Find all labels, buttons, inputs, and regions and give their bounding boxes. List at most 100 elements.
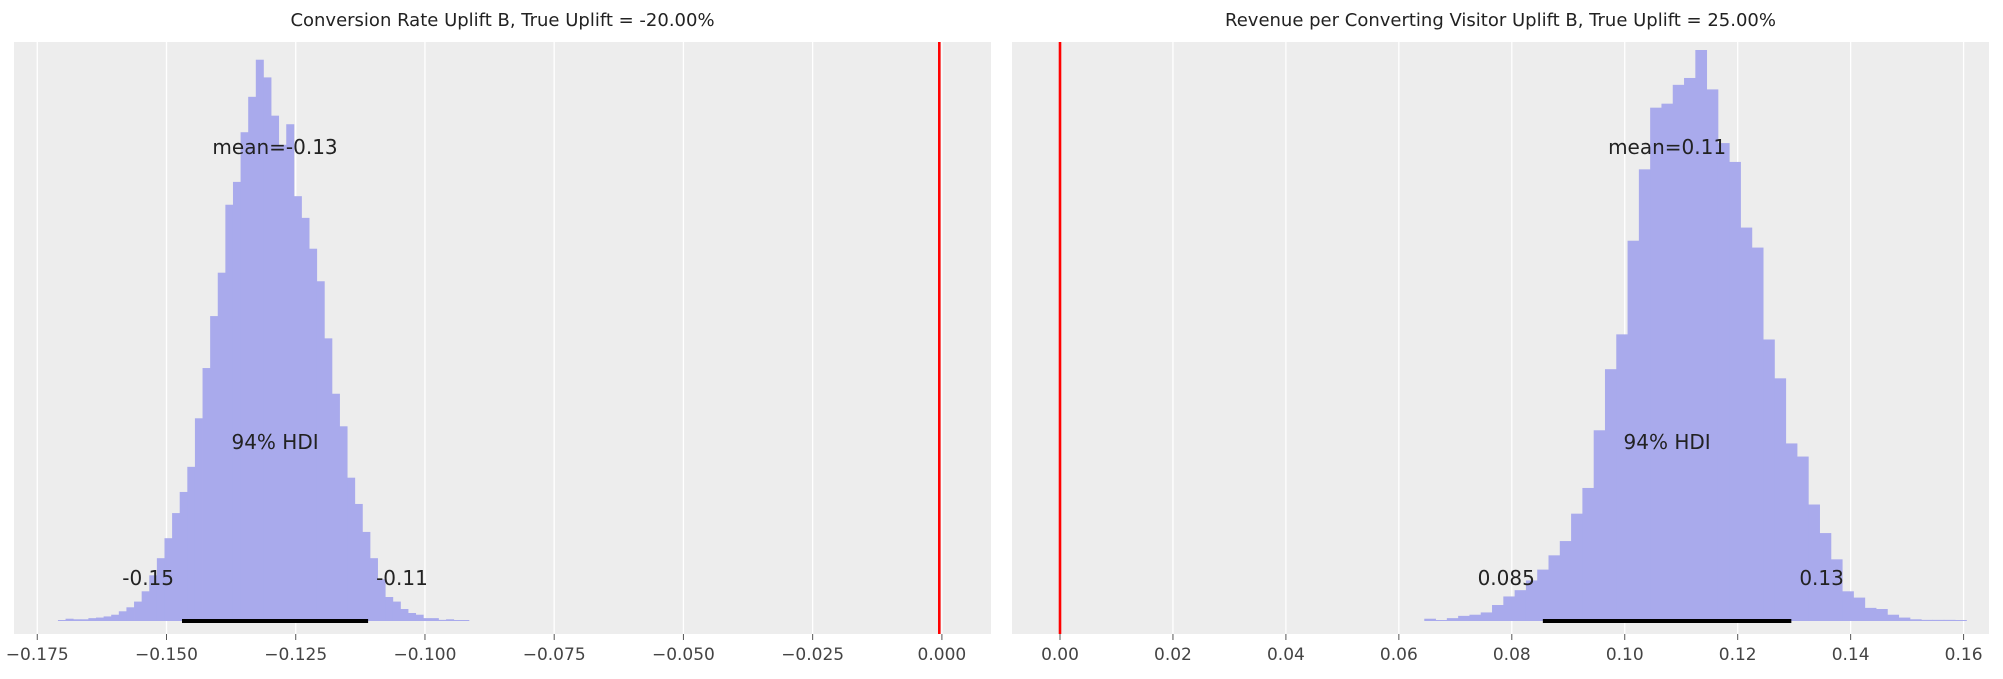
histogram-bar bbox=[271, 115, 280, 621]
histogram-bar bbox=[225, 204, 234, 621]
histogram-bar bbox=[400, 609, 409, 621]
x-tick-label: 0.10 bbox=[1606, 645, 1644, 665]
histogram-bar bbox=[362, 531, 371, 621]
histogram-bar bbox=[1571, 513, 1583, 621]
histogram-bar bbox=[1740, 227, 1753, 621]
hdi-label: 94% HDI bbox=[1624, 430, 1711, 454]
x-tick-label: 0.00 bbox=[1041, 645, 1079, 665]
histogram-bar bbox=[316, 281, 325, 621]
histogram-bar bbox=[1593, 430, 1606, 621]
x-tick-label: −0.050 bbox=[652, 645, 715, 665]
histogram-bar bbox=[1706, 89, 1719, 622]
chart-title-right: Revenue per Converting Visitor Uplift B,… bbox=[1225, 10, 1776, 31]
histogram-bar bbox=[1424, 618, 1436, 621]
histogram-bar bbox=[369, 558, 378, 621]
histogram-bar bbox=[1435, 620, 1448, 621]
x-tick-label: 0.16 bbox=[1945, 645, 1983, 665]
mean-label: mean=-0.13 bbox=[212, 135, 337, 159]
histogram-bar bbox=[1492, 605, 1504, 621]
histogram-bar bbox=[179, 491, 188, 621]
histogram-bar bbox=[88, 618, 97, 621]
histogram-bar bbox=[377, 579, 386, 621]
histogram-bar bbox=[1898, 617, 1911, 621]
histogram-bar bbox=[95, 617, 105, 621]
histogram-bar bbox=[1582, 487, 1595, 621]
histogram-bar bbox=[1458, 615, 1470, 621]
histogram-bar bbox=[293, 196, 302, 621]
x-tick-label: 0.14 bbox=[1832, 645, 1870, 665]
x-tick-label: 0.06 bbox=[1380, 645, 1418, 665]
histogram-bar bbox=[1774, 378, 1787, 621]
histogram-bar bbox=[172, 513, 181, 621]
histogram-bar bbox=[331, 393, 340, 621]
histogram-bar bbox=[1943, 619, 1956, 621]
histogram-bar bbox=[1684, 77, 1696, 621]
histogram-bar bbox=[141, 591, 150, 621]
histogram-bar bbox=[73, 619, 82, 621]
histogram-bar bbox=[446, 619, 455, 621]
histogram-bar bbox=[1446, 618, 1459, 621]
histogram-bar bbox=[232, 181, 241, 621]
histogram-bar bbox=[1751, 247, 1764, 622]
histogram-bar bbox=[1514, 590, 1527, 621]
histogram-bar bbox=[1785, 443, 1798, 621]
x-tick-label: −0.100 bbox=[393, 645, 456, 665]
histogram-bar bbox=[324, 338, 333, 621]
histogram-bar bbox=[57, 620, 66, 621]
histogram-bar bbox=[1830, 559, 1843, 621]
hdi-low-label: -0.15 bbox=[122, 566, 174, 590]
histogram-bar bbox=[1864, 607, 1877, 621]
histogram-bar bbox=[1616, 334, 1628, 621]
x-tick-label: −0.125 bbox=[264, 645, 327, 665]
histogram-bar bbox=[461, 620, 470, 621]
histogram-bar bbox=[1661, 103, 1674, 621]
histogram-bar bbox=[392, 601, 401, 621]
histogram-bar bbox=[438, 619, 447, 621]
histogram-bar bbox=[286, 124, 295, 621]
x-tick-label: 0.000 bbox=[918, 645, 967, 665]
histogram-bar bbox=[347, 477, 356, 621]
histogram-bar bbox=[1932, 619, 1945, 621]
histogram-bar bbox=[134, 601, 143, 621]
histogram-bar bbox=[217, 272, 226, 621]
panel-left: −0.175 −0.150 −0.125 −0.100 −0.075 −0.050 −0.0… bbox=[6, 42, 991, 665]
x-tick-label: −0.150 bbox=[135, 645, 198, 665]
histogram-bar bbox=[1853, 597, 1866, 621]
panel-right: 0.00 0.02 0.04 0.06 0.08 0.10 0.12 0.14 0.16 mean… bbox=[1012, 42, 1989, 665]
histogram-bar bbox=[1469, 614, 1482, 621]
histogram-bar bbox=[1480, 612, 1493, 621]
chart-title-left: Conversion Rate Uplift B, True Uplift = … bbox=[290, 10, 715, 31]
histogram-bar bbox=[149, 575, 158, 621]
histogram-bar bbox=[1695, 50, 1708, 621]
histogram-bar bbox=[111, 614, 120, 621]
x-tick-label: 0.02 bbox=[1154, 645, 1192, 665]
histogram-bar bbox=[210, 316, 219, 621]
histogram-bar bbox=[1763, 339, 1775, 621]
mean-label: mean=0.11 bbox=[1608, 135, 1726, 159]
x-tick-label: −0.025 bbox=[781, 645, 844, 665]
histogram-bar bbox=[164, 538, 173, 621]
histogram-bar bbox=[430, 618, 439, 621]
histogram-bar bbox=[187, 466, 196, 621]
histogram-bar bbox=[1638, 169, 1651, 622]
histogram-bar bbox=[1717, 143, 1730, 621]
histogram-bar bbox=[385, 597, 394, 621]
hdi-high-label: 0.13 bbox=[1799, 566, 1844, 590]
plot-background bbox=[1012, 42, 1989, 634]
histogram-bar bbox=[80, 619, 89, 621]
histogram-bar bbox=[118, 611, 127, 621]
hdi-high-label: -0.11 bbox=[376, 566, 428, 590]
histogram-bar bbox=[278, 144, 287, 621]
histogram-bar bbox=[1672, 84, 1685, 622]
histogram-bar bbox=[1842, 591, 1854, 621]
histogram-bar bbox=[354, 503, 363, 621]
histogram-bar bbox=[126, 607, 135, 621]
histogram-bar bbox=[1729, 161, 1741, 621]
histogram-bar bbox=[194, 418, 203, 621]
histogram-bar bbox=[1921, 619, 1933, 621]
histogram-bar bbox=[339, 426, 348, 621]
histogram-bar bbox=[65, 618, 74, 621]
histogram-bar bbox=[1909, 619, 1922, 621]
x-tick-label: −0.075 bbox=[523, 645, 586, 665]
